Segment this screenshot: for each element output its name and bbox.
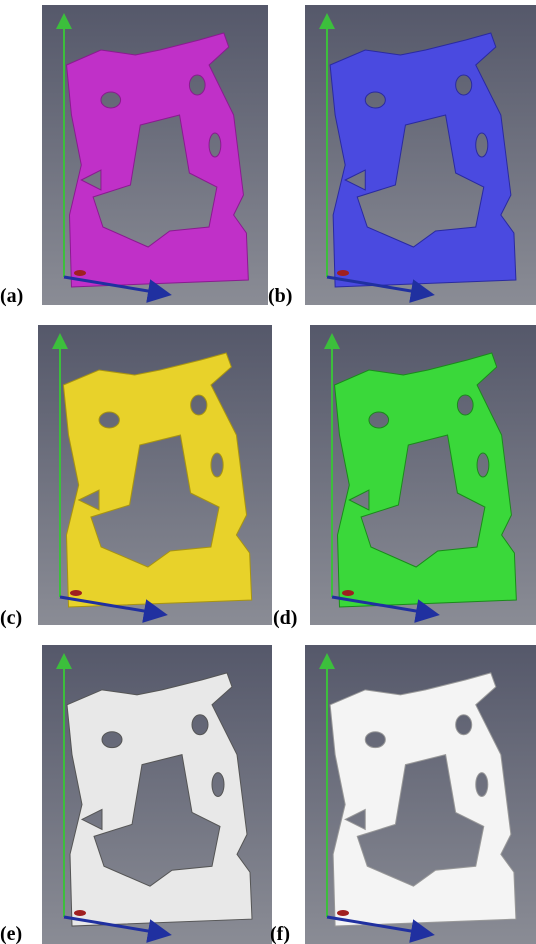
panel	[38, 325, 272, 625]
origin-marker	[74, 910, 86, 916]
panel-label: (a)	[0, 285, 23, 307]
panel-label: (d)	[273, 607, 297, 629]
panel-label: (e)	[0, 923, 22, 944]
panel	[310, 325, 536, 625]
panel-label: (c)	[0, 607, 22, 629]
panel-label: (b)	[268, 285, 292, 307]
panel	[305, 645, 536, 944]
figure: (a) (b) (c) (d) (e) (f)	[0, 0, 536, 944]
panel-label: (f)	[270, 923, 290, 944]
origin-marker	[70, 590, 82, 596]
panel	[42, 5, 268, 305]
origin-marker	[74, 270, 86, 276]
origin-marker	[337, 270, 349, 276]
origin-marker	[342, 590, 354, 596]
page: {"panels": [ {"label": "(a)"}, {"label":…	[0, 0, 536, 944]
panel	[42, 645, 272, 944]
panel	[305, 5, 536, 305]
origin-marker	[337, 910, 349, 916]
